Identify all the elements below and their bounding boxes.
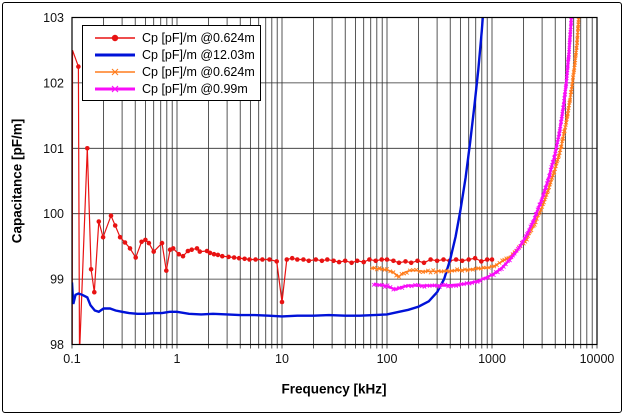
legend-line-sample-magenta [95, 85, 135, 92]
series-markers-0 [76, 64, 495, 305]
y-tick-label: 101 [43, 142, 64, 156]
legend-label: Cp [pF]/m @0.624m [142, 64, 255, 79]
y-tick-label: 99 [50, 273, 64, 287]
x-tick-label: 1000 [478, 352, 506, 366]
legend-line-sample-blue [95, 53, 135, 56]
legend-line-sample-orange [95, 68, 135, 75]
y-tick-label: 103 [43, 11, 64, 25]
x-tick-label: 10 [275, 352, 289, 366]
x-tick-label: 0.1 [63, 352, 80, 366]
legend-item-2: Cp [pF]/m @0.624m [93, 64, 258, 80]
y-tick-label: 98 [50, 338, 64, 352]
series-3 [371, 17, 574, 292]
series-line-1 [72, 17, 484, 318]
series-1 [72, 17, 484, 318]
x-axis-title: Frequency [kHz] [281, 381, 387, 397]
x-tick-label: 1 [174, 352, 181, 366]
legend-label: Cp [pF]/m @12.03m [142, 47, 255, 62]
series-markers-3 [371, 17, 574, 292]
legend-label: Cp [pF]/m @0.624m [142, 30, 255, 45]
series-0 [72, 49, 495, 345]
legend-label: Cp [pF]/m @0.99m [142, 81, 248, 96]
tick-labels: 98 99 100 101 102 103 0.1 1 10 100 1000 10000 [43, 11, 614, 366]
y-axis-title: Capacitance [pF/m] [9, 118, 25, 244]
x-tick-label: 100 [377, 352, 398, 366]
y-tick-label: 100 [43, 207, 64, 221]
x-tick-label: 10000 [580, 352, 615, 366]
legend-item-1: Cp [pF]/m @12.03m [93, 47, 258, 63]
plot-border [71, 16, 598, 346]
legend-item-3: Cp [pF]/m @0.99m [93, 81, 258, 97]
legend: Cp [pF]/m @0.624m Cp [pF]/m @12.03m Cp [… [82, 25, 261, 101]
y-tick-label: 102 [43, 76, 64, 90]
legend-line-sample-red [95, 34, 135, 41]
legend-item-0: Cp [pF]/m @0.624m [93, 30, 258, 46]
